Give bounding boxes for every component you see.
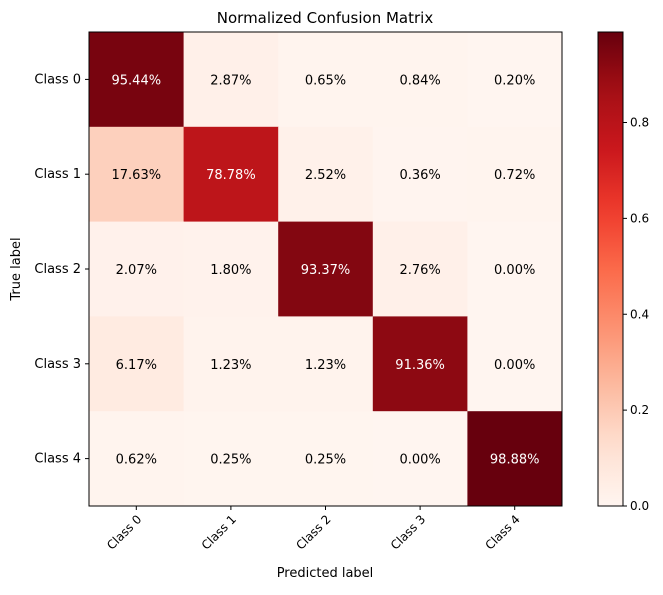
colorbar-tick-label: 0.8 bbox=[630, 116, 649, 130]
heatmap-cell bbox=[372, 411, 468, 507]
heatmap-cell bbox=[278, 221, 374, 317]
cell-value-label: 1.23% bbox=[305, 358, 346, 373]
colorbar-tick-label: 0.0 bbox=[630, 499, 649, 513]
cell-value-label: 0.00% bbox=[399, 453, 440, 468]
x-axis-label: Predicted label bbox=[277, 566, 374, 581]
cell-value-label: 0.62% bbox=[116, 453, 157, 468]
heatmap-cell bbox=[372, 126, 468, 223]
heatmap-cell bbox=[183, 411, 279, 507]
heatmap-cell bbox=[372, 221, 468, 317]
cell-value-label: 98.88% bbox=[490, 453, 540, 468]
cell-value-label: 1.80% bbox=[210, 263, 251, 278]
cell-value-label: 0.25% bbox=[210, 453, 251, 468]
heatmap-cell bbox=[467, 411, 563, 507]
heatmap-cell bbox=[278, 32, 374, 128]
y-tick-label: Class 3 bbox=[34, 357, 81, 372]
heatmap-cell bbox=[89, 32, 185, 128]
cell-value-label: 2.52% bbox=[305, 168, 346, 183]
heatmap-cell bbox=[183, 221, 279, 317]
cell-value-label: 0.00% bbox=[494, 358, 535, 373]
x-tick-label: Class 3 bbox=[388, 512, 428, 552]
cell-value-label: 0.00% bbox=[494, 263, 535, 278]
cell-value-label: 2.76% bbox=[399, 263, 440, 278]
y-tick-label: Class 2 bbox=[34, 262, 81, 277]
colorbar-tick-label: 0.6 bbox=[630, 211, 649, 225]
x-tick-label: Class 1 bbox=[199, 512, 239, 552]
heatmap-cells: 95.44% 2.87% 0.65% 0.84% 0.20% 17.63% 78.78% 2.… bbox=[89, 32, 563, 507]
y-tick-label: Class 1 bbox=[34, 167, 81, 182]
y-tick-label: Class 4 bbox=[34, 452, 81, 467]
cell-value-label: 2.07% bbox=[116, 263, 157, 278]
cell-value-label: 0.36% bbox=[399, 168, 440, 183]
y-tick-label: Class 0 bbox=[34, 72, 81, 87]
cell-value-label: 0.20% bbox=[494, 73, 535, 88]
heatmap-cell bbox=[183, 126, 279, 223]
cell-value-label: 91.36% bbox=[395, 358, 445, 373]
heatmap-cell bbox=[278, 316, 374, 412]
heatmap-cell bbox=[467, 316, 563, 412]
cell-value-label: 0.25% bbox=[305, 453, 346, 468]
heatmap-cell bbox=[183, 316, 279, 412]
chart-title: Normalized Confusion Matrix bbox=[217, 9, 434, 27]
heatmap-cell bbox=[467, 126, 563, 223]
cell-value-label: 95.44% bbox=[112, 73, 162, 88]
heatmap-cell bbox=[89, 411, 185, 507]
y-axis-label: True label bbox=[9, 237, 24, 301]
colorbar-gradient bbox=[597, 31, 624, 507]
x-tick-label: Class 4 bbox=[482, 512, 522, 552]
cell-value-label: 78.78% bbox=[206, 168, 256, 183]
heatmap-cell bbox=[278, 126, 374, 223]
cell-value-label: 93.37% bbox=[301, 263, 351, 278]
heatmap-cell bbox=[467, 32, 563, 128]
cell-value-label: 0.72% bbox=[494, 168, 535, 183]
heatmap-cell bbox=[372, 32, 468, 128]
heatmap-cell bbox=[89, 316, 185, 412]
heatmap-cell bbox=[89, 221, 185, 317]
colorbar: 0.0 0.2 0.4 0.6 0.8 bbox=[597, 31, 649, 513]
cell-value-label: 0.65% bbox=[305, 73, 346, 88]
heatmap-cell bbox=[278, 411, 374, 507]
heatmap-cell bbox=[372, 316, 468, 412]
colorbar-tick-label: 0.4 bbox=[630, 307, 649, 321]
cell-value-label: 17.63% bbox=[112, 168, 162, 183]
heatmap-cell bbox=[467, 221, 563, 317]
cell-value-label: 2.87% bbox=[210, 73, 251, 88]
x-tick-label: Class 0 bbox=[104, 512, 144, 552]
heatmap-cell bbox=[89, 126, 185, 223]
colorbar-tick-label: 0.2 bbox=[630, 403, 649, 417]
x-axis-ticks: Class 0 Class 1 Class 2 Class 3 Class 4 bbox=[104, 506, 523, 553]
y-axis-ticks: Class 0 Class 1 Class 2 Class 3 Class 4 bbox=[34, 72, 89, 467]
cell-value-label: 6.17% bbox=[116, 358, 157, 373]
x-tick-label: Class 2 bbox=[293, 512, 333, 552]
heatmap-cell bbox=[183, 32, 279, 128]
cell-value-label: 0.84% bbox=[399, 73, 440, 88]
cell-value-label: 1.23% bbox=[210, 358, 251, 373]
